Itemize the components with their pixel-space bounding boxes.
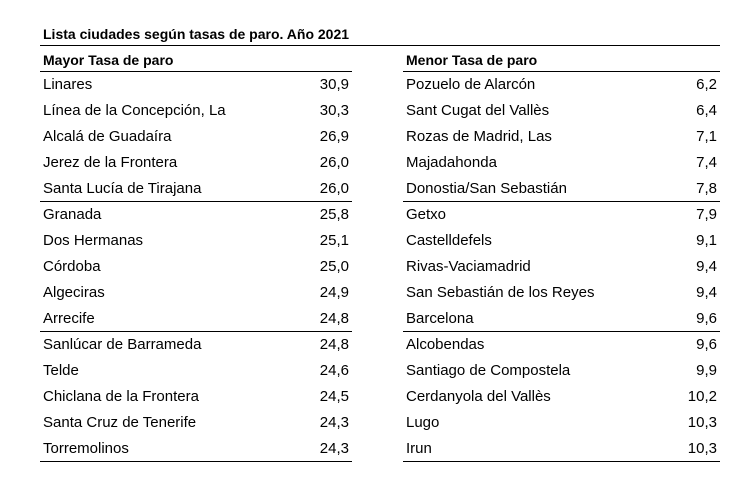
table-row: Arrecife 24,8 — [40, 306, 352, 332]
table-row: Algeciras 24,9 — [40, 280, 352, 306]
unemployment-rate: 24,9 — [319, 284, 349, 301]
unemployment-rate: 26,0 — [319, 180, 349, 197]
unemployment-rate: 10,3 — [687, 440, 717, 457]
table-row: Rivas-Vaciamadrid 9,4 — [403, 254, 720, 280]
unemployment-rate: 9,1 — [696, 232, 717, 249]
city-name: Irun — [406, 440, 432, 457]
city-name: Barcelona — [406, 310, 474, 327]
city-name: Lugo — [406, 414, 440, 431]
title-divider — [40, 45, 720, 46]
table-row: Alcobendas 9,6 — [403, 332, 720, 358]
highest-unemployment-header: Mayor Tasa de paro — [40, 48, 352, 72]
unemployment-rate: 24,3 — [319, 440, 349, 457]
city-name: Santa Lucía de Tirajana — [43, 180, 202, 197]
lowest-unemployment-table: Menor Tasa de paro Pozuelo de Alarcón 6,2… — [403, 48, 720, 462]
city-name: Rozas de Madrid, Las — [406, 128, 552, 145]
city-name: Cerdanyola del Vallès — [406, 388, 551, 405]
unemployment-rate: 6,4 — [696, 102, 717, 119]
table-row: Santa Cruz de Tenerife 24,3 — [40, 410, 352, 436]
city-name: Dos Hermanas — [43, 232, 144, 249]
city-name: Santa Cruz de Tenerife — [43, 414, 197, 431]
table-row: Córdoba 25,0 — [40, 254, 352, 280]
table-row: Telde 24,6 — [40, 358, 352, 384]
unemployment-rate: 30,9 — [319, 76, 349, 93]
table-row: San Sebastián de los Reyes 9,4 — [403, 280, 720, 306]
unemployment-rate: 26,0 — [319, 154, 349, 171]
city-name: San Sebastián de los Reyes — [406, 284, 595, 301]
table-row: Sant Cugat del Vallès 6,4 — [403, 98, 720, 124]
city-name: Castelldefels — [406, 232, 492, 249]
city-name: Sanlúcar de Barrameda — [43, 336, 202, 353]
table-row: Línea de la Concepción, La 30,3 — [40, 98, 352, 124]
unemployment-rate: 7,4 — [696, 154, 717, 171]
city-name: Jerez de la Frontera — [43, 154, 178, 171]
lowest-unemployment-header: Menor Tasa de paro — [403, 48, 720, 72]
table-row: Rozas de Madrid, Las 7,1 — [403, 124, 720, 150]
unemployment-rate: 24,6 — [319, 362, 349, 379]
city-name: Alcalá de Guadaíra — [43, 128, 172, 145]
unemployment-rate: 6,2 — [696, 76, 717, 93]
city-name: Línea de la Concepción, La — [43, 102, 226, 119]
city-name: Pozuelo de Alarcón — [406, 76, 536, 93]
unemployment-rate: 10,3 — [687, 414, 717, 431]
table-row: Dos Hermanas 25,1 — [40, 228, 352, 254]
city-name: Getxo — [406, 206, 447, 223]
table-row: Lugo 10,3 — [403, 410, 720, 436]
unemployment-rate: 24,8 — [319, 336, 349, 353]
city-name: Rivas-Vaciamadrid — [406, 258, 531, 275]
lowest-unemployment-rows: Pozuelo de Alarcón 6,2 Sant Cugat del Val… — [403, 72, 720, 462]
city-name: Majadahonda — [406, 154, 497, 171]
city-name: Linares — [43, 76, 93, 93]
unemployment-rate: 24,8 — [319, 310, 349, 327]
table-row: Cerdanyola del Vallès 10,2 — [403, 384, 720, 410]
unemployment-rate: 10,2 — [687, 388, 717, 405]
table-row: Chiclana de la Frontera 24,5 — [40, 384, 352, 410]
unemployment-rate: 25,0 — [319, 258, 349, 275]
unemployment-rate: 9,6 — [696, 310, 717, 327]
table-row: Granada 25,8 — [40, 202, 352, 228]
unemployment-rate: 9,9 — [696, 362, 717, 379]
unemployment-rate: 24,3 — [319, 414, 349, 431]
table-row: Getxo 7,9 — [403, 202, 720, 228]
unemployment-rate: 7,9 — [696, 206, 717, 223]
city-name: Granada — [43, 206, 102, 223]
table-row: Castelldefels 9,1 — [403, 228, 720, 254]
city-name: Torremolinos — [43, 440, 129, 457]
unemployment-rate: 26,9 — [319, 128, 349, 145]
highest-unemployment-table: Mayor Tasa de paro Linares 30,9 Línea de … — [40, 48, 352, 462]
city-name: Sant Cugat del Vallès — [406, 102, 550, 119]
table-row: Torremolinos 24,3 — [40, 436, 352, 462]
table-row: Santa Lucía de Tirajana 26,0 — [40, 176, 352, 202]
table-row: Jerez de la Frontera 26,0 — [40, 150, 352, 176]
table-row: Santiago de Compostela 9,9 — [403, 358, 720, 384]
unemployment-rate: 9,4 — [696, 284, 717, 301]
table-row: Barcelona 9,6 — [403, 306, 720, 332]
unemployment-rate: 30,3 — [319, 102, 349, 119]
table-row: Irun 10,3 — [403, 436, 720, 462]
unemployment-rate: 7,1 — [696, 128, 717, 145]
city-name: Algeciras — [43, 284, 105, 301]
table-row: Sanlúcar de Barrameda 24,8 — [40, 332, 352, 358]
city-name: Telde — [43, 362, 79, 379]
unemployment-rate: 9,6 — [696, 336, 717, 353]
table-row: Pozuelo de Alarcón 6,2 — [403, 72, 720, 98]
city-name: Chiclana de la Frontera — [43, 388, 199, 405]
table-row: Linares 30,9 — [40, 72, 352, 98]
city-name: Donostia/San Sebastián — [406, 180, 567, 197]
table-row: Majadahonda 7,4 — [403, 150, 720, 176]
page-title: Lista ciudades según tasas de paro. Año … — [43, 26, 350, 42]
city-name: Córdoba — [43, 258, 101, 275]
unemployment-rate: 7,8 — [696, 180, 717, 197]
table-row: Donostia/San Sebastián 7,8 — [403, 176, 720, 202]
unemployment-rate: 24,5 — [319, 388, 349, 405]
table-row: Alcalá de Guadaíra 26,9 — [40, 124, 352, 150]
unemployment-rate: 25,1 — [319, 232, 349, 249]
unemployment-rate: 25,8 — [319, 206, 349, 223]
city-name: Alcobendas — [406, 336, 485, 353]
city-name: Arrecife — [43, 310, 95, 327]
highest-unemployment-rows: Linares 30,9 Línea de la Concepción, La 30… — [40, 72, 352, 462]
unemployment-rate: 9,4 — [696, 258, 717, 275]
city-name: Santiago de Compostela — [406, 362, 571, 379]
